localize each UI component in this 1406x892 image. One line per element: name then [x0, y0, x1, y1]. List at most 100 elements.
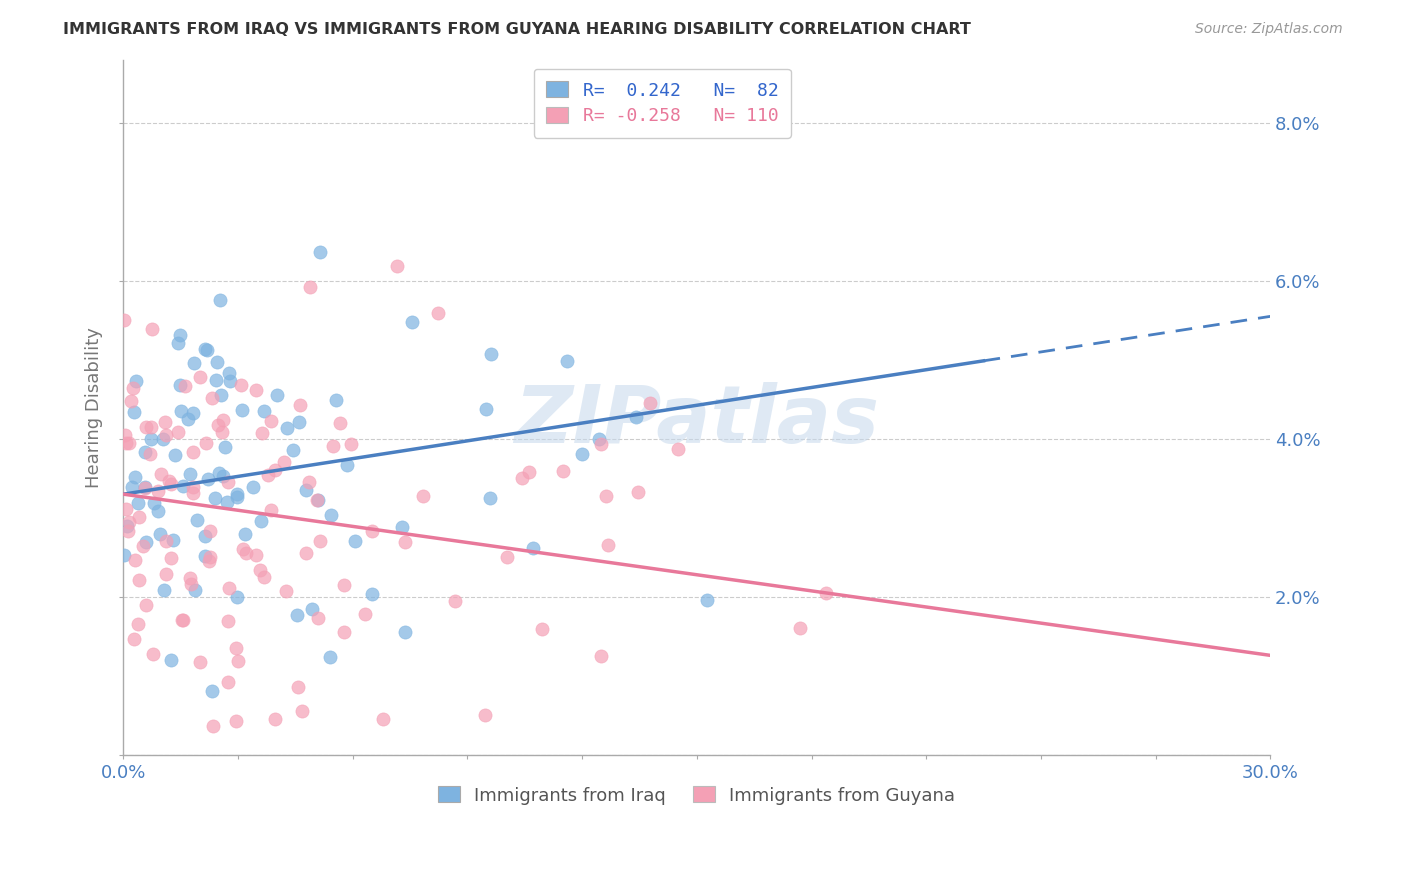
Point: [169, 378, 191, 392]
Point: [112, 548, 135, 562]
Point: [155, 567, 177, 582]
Point: [212, 413, 235, 427]
Point: [114, 427, 136, 442]
Point: [225, 490, 247, 504]
Point: [186, 513, 208, 527]
Point: [134, 445, 156, 459]
Point: [555, 354, 578, 368]
Point: [139, 420, 162, 434]
Point: [128, 509, 150, 524]
Point: [153, 415, 176, 429]
Point: [172, 479, 194, 493]
Point: [122, 632, 145, 646]
Point: [207, 418, 229, 433]
Point: [204, 491, 226, 505]
Point: [211, 425, 233, 439]
Point: [245, 383, 267, 397]
Point: [127, 617, 149, 632]
Point: [194, 528, 217, 542]
Y-axis label: Hearing Disability: Hearing Disability: [86, 326, 103, 488]
Point: [162, 533, 184, 547]
Point: [233, 527, 256, 541]
Point: [157, 474, 180, 488]
Point: [121, 480, 143, 494]
Point: [229, 378, 252, 392]
Point: [294, 483, 316, 497]
Point: [128, 573, 150, 587]
Point: [273, 455, 295, 469]
Point: [112, 312, 135, 326]
Point: [217, 615, 239, 629]
Point: [201, 684, 224, 698]
Point: [307, 611, 329, 625]
Point: [325, 393, 347, 408]
Point: [307, 492, 329, 507]
Point: [194, 342, 217, 356]
Point: [474, 401, 496, 416]
Point: [412, 489, 434, 503]
Point: [391, 520, 413, 534]
Point: [218, 374, 240, 388]
Point: [249, 514, 271, 528]
Point: [496, 549, 519, 564]
Point: [183, 356, 205, 370]
Point: [250, 426, 273, 441]
Point: [209, 388, 232, 402]
Point: [155, 534, 177, 549]
Point: [117, 519, 139, 533]
Point: [295, 547, 318, 561]
Point: [309, 244, 332, 259]
Point: [322, 439, 344, 453]
Point: [167, 425, 190, 439]
Text: IMMIGRANTS FROM IRAQ VS IMMIGRANTS FROM GUYANA HEARING DISABILITY CORRELATION CH: IMMIGRANTS FROM IRAQ VS IMMIGRANTS FROM …: [63, 22, 972, 37]
Point: [530, 622, 553, 636]
Point: [426, 306, 449, 320]
Point: [340, 436, 363, 450]
Point: [195, 343, 218, 358]
Point: [361, 524, 384, 538]
Point: [179, 571, 201, 585]
Point: [332, 624, 354, 639]
Point: [155, 427, 177, 442]
Point: [148, 504, 170, 518]
Point: [181, 481, 204, 495]
Point: [281, 442, 304, 457]
Point: [401, 315, 423, 329]
Point: [291, 704, 314, 718]
Point: [181, 486, 204, 500]
Point: [479, 491, 502, 505]
Point: [201, 719, 224, 733]
Point: [309, 533, 332, 548]
Point: [114, 435, 136, 450]
Point: [249, 563, 271, 577]
Point: [217, 475, 239, 490]
Point: [160, 653, 183, 667]
Point: [195, 436, 218, 450]
Point: [188, 655, 211, 669]
Point: [479, 347, 502, 361]
Point: [122, 404, 145, 418]
Point: [226, 486, 249, 500]
Point: [333, 578, 356, 592]
Point: [598, 538, 620, 552]
Point: [385, 259, 408, 273]
Point: [260, 414, 283, 428]
Point: [336, 458, 359, 472]
Point: [201, 391, 224, 405]
Point: [591, 436, 613, 450]
Point: [256, 467, 278, 482]
Point: [124, 374, 146, 388]
Point: [285, 608, 308, 623]
Point: [179, 467, 201, 481]
Point: [149, 527, 172, 541]
Point: [638, 395, 661, 409]
Point: [225, 640, 247, 655]
Point: [211, 469, 233, 483]
Point: [627, 484, 650, 499]
Point: [373, 712, 395, 726]
Point: [139, 432, 162, 446]
Point: [298, 475, 321, 489]
Point: [152, 432, 174, 446]
Point: [135, 598, 157, 612]
Point: [666, 442, 689, 457]
